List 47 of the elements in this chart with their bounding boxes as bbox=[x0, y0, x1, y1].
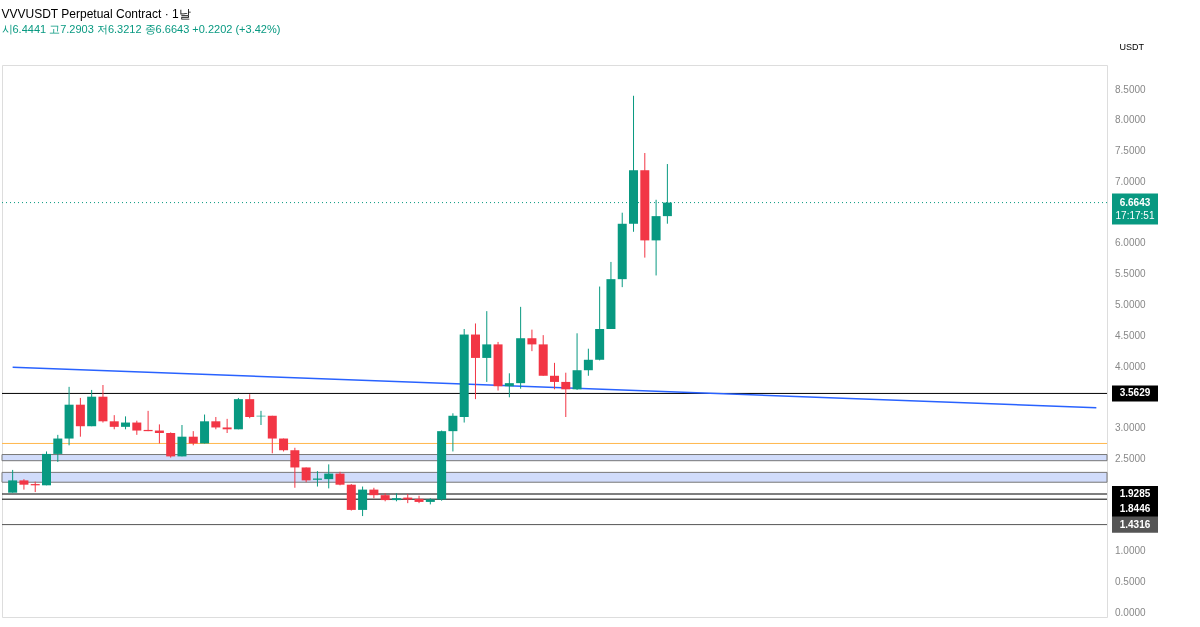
candlestick bbox=[53, 434, 63, 463]
candlestick bbox=[222, 418, 232, 434]
y-tick-label: 5.5000 bbox=[1115, 268, 1147, 280]
candlestick bbox=[561, 372, 571, 418]
chart-title: VVVUSDT Perpetual Contract · 1날 bbox=[1, 7, 191, 21]
y-tick-label: 6.0000 bbox=[1115, 237, 1147, 249]
candlestick bbox=[200, 414, 210, 444]
y-tick-label: 7.0000 bbox=[1115, 175, 1147, 187]
y-tick-label: 7.5000 bbox=[1115, 145, 1147, 157]
ref-line-label: 1.4316 bbox=[1119, 518, 1151, 530]
candlestick bbox=[358, 486, 368, 517]
y-tick-label: 4.0000 bbox=[1115, 360, 1147, 372]
ref-line-label: 3.5629 bbox=[1119, 387, 1151, 399]
chart-subtitle: 시6.4441 고7.2903 저6.3212 종6.6643 +0.2202 (+3.42%) bbox=[1, 23, 281, 35]
candlestick bbox=[414, 495, 424, 504]
legend-label: 1.8446 bbox=[1119, 503, 1151, 515]
y-tick-label: 8.5000 bbox=[1115, 83, 1147, 95]
ref-line-label: 6.6643 bbox=[1119, 196, 1151, 208]
candlestick bbox=[369, 487, 379, 499]
ref-line-label: 1.9285 bbox=[1119, 488, 1151, 500]
candlestick bbox=[583, 348, 593, 377]
candlestick bbox=[245, 393, 255, 419]
y-tick-label: 1.0000 bbox=[1115, 545, 1147, 557]
candlestick bbox=[19, 478, 29, 491]
candlestick bbox=[504, 372, 514, 398]
candlestick bbox=[572, 332, 582, 391]
candlestick bbox=[527, 329, 537, 352]
candlestick bbox=[470, 322, 480, 400]
candlestick bbox=[177, 424, 187, 457]
candlestick bbox=[290, 447, 300, 489]
candlestick bbox=[166, 431, 176, 459]
candlestick bbox=[267, 415, 277, 454]
y-tick-label: 8.0000 bbox=[1115, 114, 1147, 126]
candlestick bbox=[448, 412, 458, 452]
y-tick-label: 0.0000 bbox=[1115, 606, 1147, 618]
candlestick bbox=[324, 463, 334, 489]
y-tick-label: 0.5000 bbox=[1115, 575, 1147, 587]
candlestick bbox=[482, 310, 492, 383]
candlestick bbox=[8, 469, 18, 494]
candlestick bbox=[550, 362, 559, 390]
candlestick bbox=[75, 397, 85, 438]
y-axis-title: USDT bbox=[1119, 41, 1145, 52]
y-tick-label: 2.5000 bbox=[1115, 452, 1147, 464]
text: 17:17:51 bbox=[1115, 209, 1155, 221]
y-tick-label: 4.5000 bbox=[1115, 329, 1147, 341]
y-tick-label: 3.0000 bbox=[1115, 422, 1147, 434]
y-tick-label: 5.0000 bbox=[1115, 299, 1147, 310]
